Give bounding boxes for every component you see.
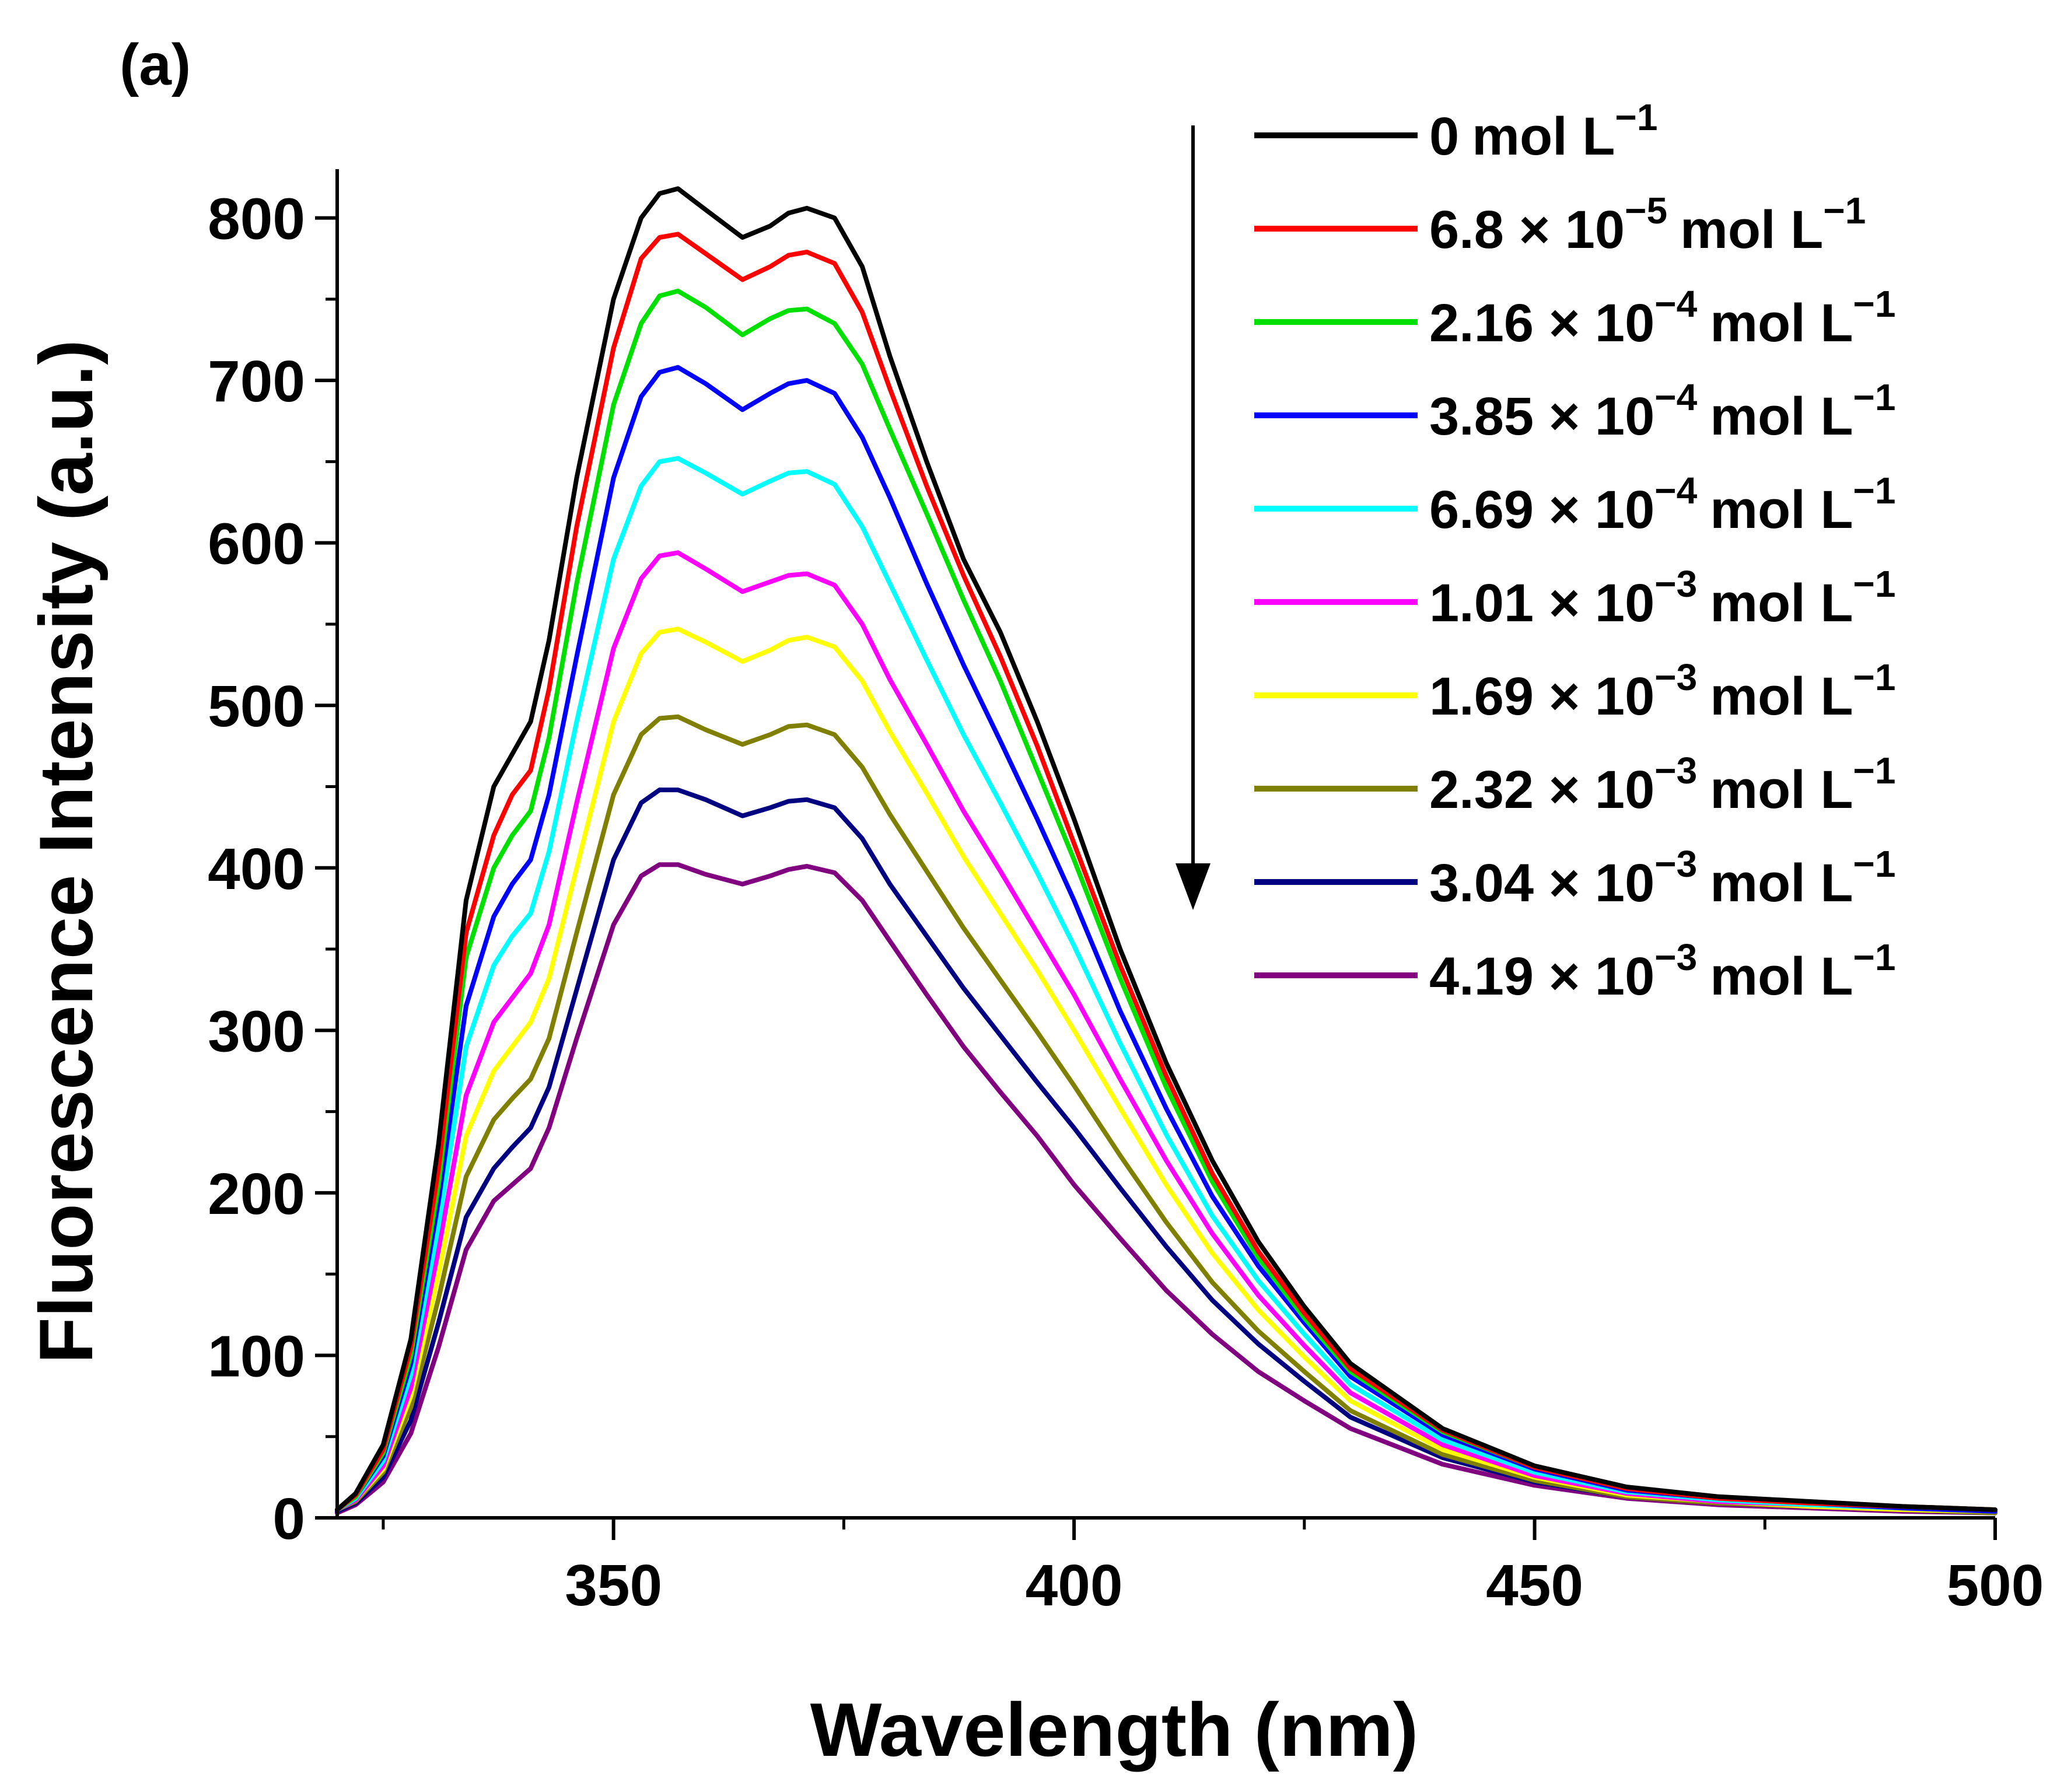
- trend-arrow: [1176, 125, 1211, 910]
- series-line-1: [335, 186, 1997, 1513]
- legend-label-1: 0 mol L−1: [1429, 96, 1657, 166]
- y-tick-label-700: 700: [208, 349, 305, 414]
- legend-label-2: 6.8 × 10−5 mol L−1: [1429, 190, 1866, 260]
- y-tick-label-300: 300: [208, 999, 305, 1064]
- y-tick-label-500: 500: [208, 674, 305, 739]
- y-tick-label-400: 400: [208, 836, 305, 902]
- x-tick-label-500: 500: [1947, 1553, 2044, 1618]
- x-tick-label-350: 350: [565, 1553, 662, 1618]
- x-axis-title: Wavelength (nm): [810, 1687, 1418, 1772]
- series-line-8: [335, 714, 1997, 1516]
- series-line-4: [335, 365, 1997, 1514]
- series-line-5: [335, 456, 1997, 1514]
- series-line-9: [335, 788, 1997, 1516]
- y-tick-label-0: 0: [272, 1486, 305, 1552]
- legend-label-5: 6.69 × 10−4 mol L−1: [1429, 470, 1896, 540]
- y-axis-title: Fluorescence Intensity (a.u.): [23, 340, 109, 1363]
- y-tick-label-200: 200: [208, 1161, 305, 1227]
- legend-label-9: 3.04 × 10−3 mol L−1: [1429, 843, 1896, 913]
- x-tick-label-450: 450: [1486, 1553, 1583, 1618]
- arrow-head: [1176, 863, 1211, 910]
- legend-label-7: 1.69 × 10−3 mol L−1: [1429, 656, 1896, 726]
- series-line-6: [335, 550, 1997, 1514]
- legend: 0 mol L−1 6.8 × 10−5 mol L−1 2.16 × 10−4 mol …: [1254, 96, 1896, 1006]
- y-tick-label-600: 600: [208, 512, 305, 577]
- panel-label: (a): [120, 32, 191, 97]
- plot-area: [335, 186, 1997, 1516]
- x-tick-label-400: 400: [1026, 1553, 1123, 1618]
- series-line-7: [335, 626, 1997, 1514]
- series-line-10: [335, 862, 1997, 1516]
- y-tick-label-100: 100: [208, 1324, 305, 1389]
- legend-label-10: 4.19 × 10−3 mol L−1: [1429, 936, 1896, 1006]
- y-tick-label-800: 800: [208, 187, 305, 252]
- legend-label-3: 2.16 × 10−4 mol L−1: [1429, 283, 1896, 353]
- legend-label-6: 1.01 × 10−3 mol L−1: [1429, 563, 1896, 633]
- legend-label-8: 2.32 × 10−3 mol L−1: [1429, 750, 1896, 820]
- series-line-2: [335, 232, 1997, 1513]
- axes: 0 100 200 300 400 500 600 700 800 350 400 450 500: [208, 169, 2044, 1618]
- legend-label-4: 3.85 × 10−4 mol L−1: [1429, 376, 1896, 446]
